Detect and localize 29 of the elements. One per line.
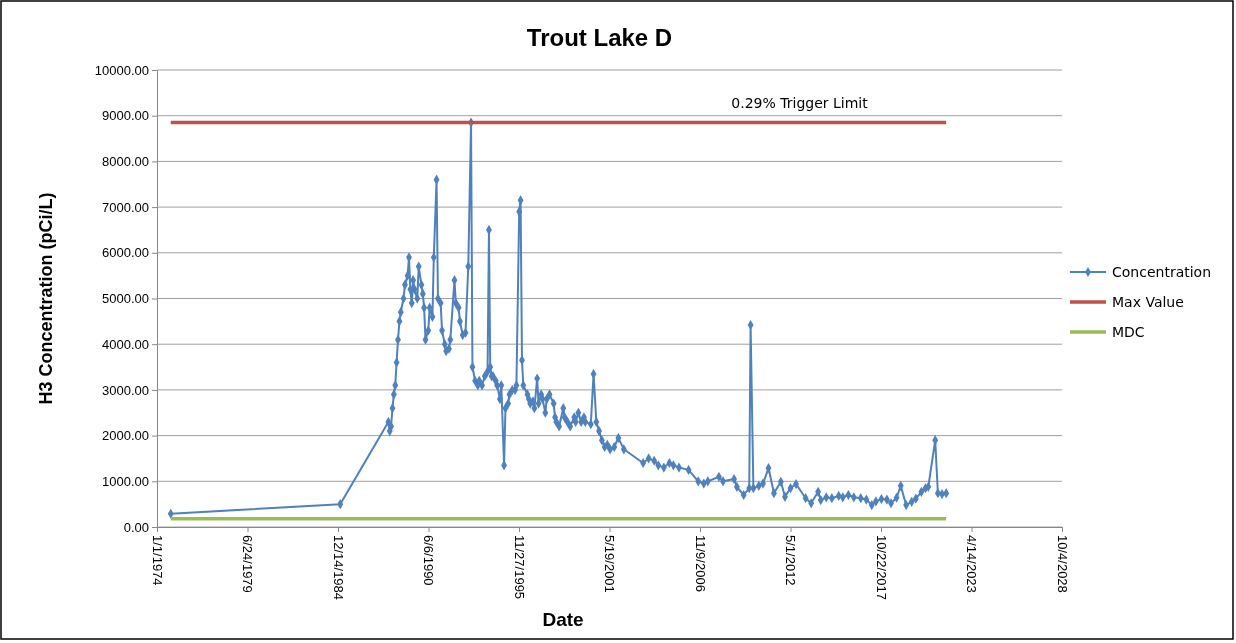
y-tick-label: 7000.00 — [102, 199, 149, 215]
y-tick-label: 2000.00 — [102, 428, 149, 444]
x-tick-label: 4/14/2023 — [964, 535, 980, 593]
x-tick-label: 11/9/2006 — [692, 535, 708, 592]
legend-label: Max Value — [1112, 293, 1184, 310]
x-tick-label: 5/1/2012 — [783, 535, 799, 586]
y-tick-label: 4000.00 — [102, 336, 149, 352]
y-tick-label: 6000.00 — [102, 245, 149, 261]
x-tick-label: 6/6/1990 — [421, 535, 437, 586]
y-tick-label: 3000.00 — [102, 382, 149, 398]
y-axis-title: H3 Concentration (pCi/L) — [36, 192, 56, 405]
annotation: 0.29% Trigger Limit — [731, 94, 869, 111]
x-tick-label: 11/27/1995 — [511, 535, 527, 600]
y-tick-label: 9000.00 — [102, 108, 149, 124]
x-tick-label: 10/22/2017 — [873, 535, 889, 601]
y-tick-label: 1000.00 — [102, 473, 149, 489]
x-tick-label: 12/14/1984 — [330, 535, 346, 601]
x-tick-label: 10/4/2028 — [1054, 535, 1070, 593]
legend-label: MDC — [1112, 323, 1145, 340]
x-tick-label: 5/19/2001 — [602, 535, 618, 593]
y-tick-label: 5000.00 — [102, 291, 149, 307]
x-axis-title: Date — [542, 609, 584, 630]
x-tick-label: 1/1/1974 — [149, 535, 165, 586]
chart-title: Trout Lake D — [526, 24, 673, 51]
y-tick-label: 8000.00 — [102, 154, 149, 170]
legend-label: Concentration — [1112, 263, 1212, 280]
y-tick-label: 10000.00 — [94, 62, 149, 78]
x-tick-label: 6/24/1979 — [240, 535, 256, 593]
y-tick-label: 0.00 — [123, 519, 149, 535]
